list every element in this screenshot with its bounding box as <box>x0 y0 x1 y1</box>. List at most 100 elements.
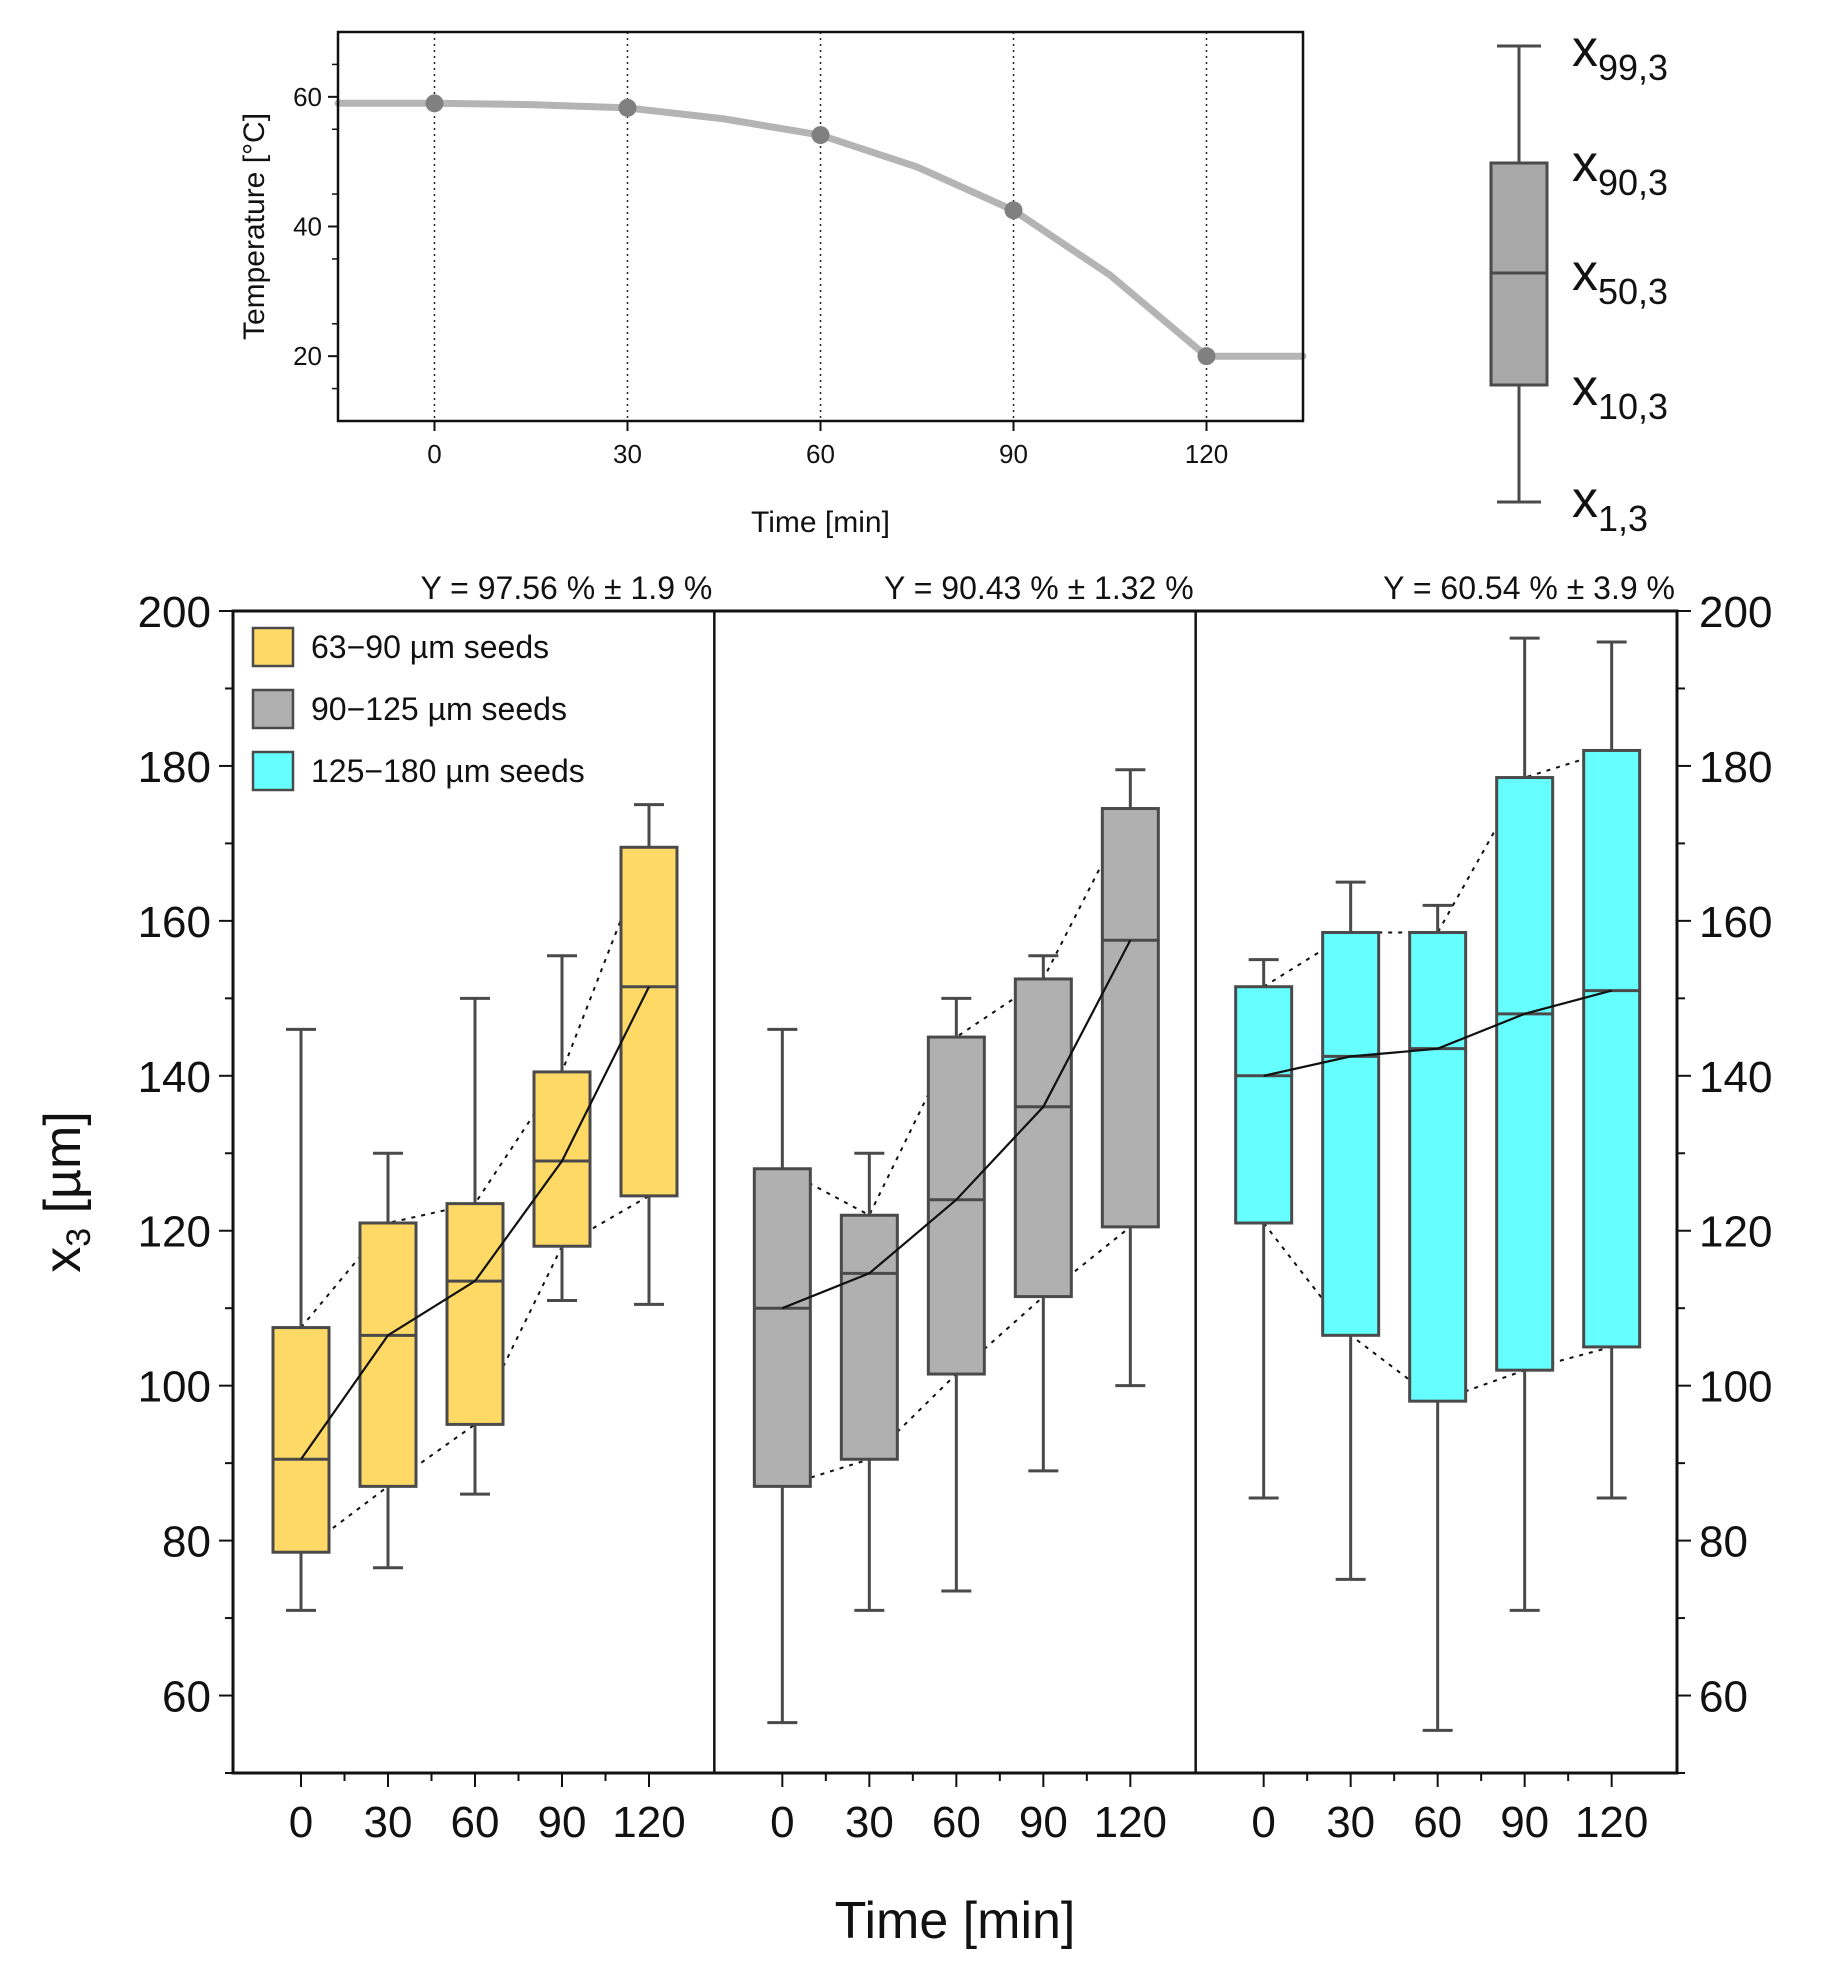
temperature-marker <box>425 94 444 113</box>
y-tick-label-left: 80 <box>162 1518 211 1567</box>
box-plot <box>532 954 592 1302</box>
box-plot <box>445 996 505 1496</box>
legend-swatch <box>251 750 295 792</box>
box-plot <box>619 803 679 1306</box>
x-tick-label: 60 <box>1413 1798 1462 1847</box>
yield-labels: Y = 97.56 % ± 1.9 % Y = 90.43 % ± 1.32 % Y… <box>421 570 1675 606</box>
key-label-subscript: 1,3 <box>1598 498 1648 539</box>
yield-label: Y = 97.56 % ± 1.9 % <box>421 570 713 606</box>
x-tick-label: 30 <box>1326 1798 1375 1847</box>
box-body <box>752 1167 812 1488</box>
box-plot <box>1100 768 1160 1388</box>
temperature-x-tick-label: 30 <box>613 439 642 469</box>
temperature-marker <box>811 126 830 145</box>
temperature-x-axis-label: Time [min] <box>751 506 890 539</box>
key-label-subscript: 90,3 <box>1598 162 1668 203</box>
series-legend: 63−90 µm seeds 90−125 µm seeds 125−180 µm … <box>251 626 585 792</box>
y-tick-label-right: 60 <box>1699 1673 1748 1722</box>
y-tick-label-left: 200 <box>138 588 211 637</box>
x-tick-label: 60 <box>451 1798 500 1847</box>
legend-label: 63−90 µm seeds <box>311 629 549 665</box>
x-tick-label: 30 <box>364 1798 413 1847</box>
y-tick-label-right: 160 <box>1699 898 1772 947</box>
box-body <box>1234 985 1294 1225</box>
x-tick-label: 120 <box>612 1798 685 1847</box>
key-label: x1,3 <box>1572 471 1648 539</box>
legend-swatch <box>251 688 295 730</box>
panel-dividers <box>713 611 1197 1773</box>
y-tick-label-left: 100 <box>138 1363 211 1412</box>
temperature-ticks: 0 30 60 90 120 20 40 60 <box>293 63 1228 469</box>
temperature-x-tick-label: 90 <box>999 439 1028 469</box>
temperature-gridlines <box>433 32 1208 421</box>
median-trend-line <box>1263 989 1612 1077</box>
temperature-y-axis-label: Temperature [°C] <box>238 113 271 340</box>
x-tick-label: 0 <box>289 1798 313 1847</box>
temperature-x-tick-label: 0 <box>427 439 441 469</box>
temperature-y-tick-label: 40 <box>293 212 322 242</box>
key-label-symbol: x <box>1572 135 1598 193</box>
x-tick-label: 90 <box>538 1798 587 1847</box>
box-body <box>619 845 679 1198</box>
key-label-subscript: 50,3 <box>1598 271 1668 312</box>
temperature-x-tick-label: 60 <box>806 439 835 469</box>
x-tick-label: 90 <box>1019 1798 1068 1847</box>
y-tick-label-left: 120 <box>138 1208 211 1257</box>
key-label-symbol: x <box>1572 359 1598 417</box>
box-body <box>1013 977 1073 1299</box>
box-plot <box>752 1027 812 1725</box>
main-y-axis-label: x3 [µm] <box>34 1111 98 1273</box>
box-body <box>1321 930 1381 1337</box>
key-label: x10,3 <box>1572 359 1668 427</box>
box-plot <box>1321 880 1381 1581</box>
temperature-marker <box>618 98 637 117</box>
median-trend-line <box>781 939 1132 1310</box>
y-tick-label-right: 100 <box>1699 1363 1772 1412</box>
key-label: x99,3 <box>1572 20 1668 88</box>
yield-label: Y = 60.54 % ± 3.9 % <box>1383 570 1675 606</box>
box-plot <box>1495 636 1555 1612</box>
box-plot <box>1013 954 1073 1473</box>
box-plot <box>926 996 986 1593</box>
y-tick-label-left: 140 <box>138 1053 211 1102</box>
key-label-subscript: 99,3 <box>1598 47 1668 88</box>
box-body <box>1582 748 1642 1349</box>
key-label: x50,3 <box>1572 244 1668 312</box>
x-tick-label: 0 <box>1251 1798 1275 1847</box>
particle-size-box-chart: 60 60 80 80 100 100 120 120 140 140 160 160 180 180 20… <box>34 570 1772 1950</box>
key-label: x90,3 <box>1572 135 1668 203</box>
temperature-marker <box>1004 201 1023 220</box>
temperature-marker <box>1197 347 1216 366</box>
key-label-symbol: x <box>1572 244 1598 302</box>
temperature-y-tick-label: 20 <box>293 341 322 371</box>
key-label-subscript: 10,3 <box>1598 386 1668 427</box>
box-body <box>445 1202 505 1426</box>
temperature-chart: 0 30 60 90 120 20 40 60 Time [min] Temperature … <box>238 30 1307 539</box>
box-plot <box>271 1027 331 1612</box>
box-body <box>1100 807 1160 1229</box>
box-plot <box>358 1151 418 1570</box>
box-plots <box>271 636 1642 1732</box>
main-y-axis-label-subscript: 3 <box>60 1228 98 1247</box>
x-tick-label: 0 <box>770 1798 794 1847</box>
y-tick-label-right: 120 <box>1699 1208 1772 1257</box>
x-tick-label: 30 <box>845 1798 894 1847</box>
x-tick-label: 120 <box>1094 1798 1167 1847</box>
median-trend-line <box>300 986 650 1460</box>
x-tick-label: 120 <box>1575 1798 1648 1847</box>
x10-trend-line <box>300 1195 650 1553</box>
box-plot <box>1582 640 1642 1500</box>
y-tick-label-left: 60 <box>162 1673 211 1722</box>
box-body <box>926 1035 986 1376</box>
main-y-axis-label-symbol: x <box>34 1247 92 1273</box>
box-plot <box>1234 958 1294 1500</box>
temperature-x-tick-label: 120 <box>1185 439 1228 469</box>
y-tick-label-left: 160 <box>138 898 211 947</box>
main-axis-ticks: 60 60 80 80 100 100 120 120 140 140 160 160 180 180 20… <box>138 588 1773 1847</box>
yield-label: Y = 90.43 % ± 1.32 % <box>884 570 1194 606</box>
box-body <box>358 1221 418 1488</box>
box-body <box>1408 930 1468 1403</box>
y-tick-label-right: 200 <box>1699 588 1772 637</box>
